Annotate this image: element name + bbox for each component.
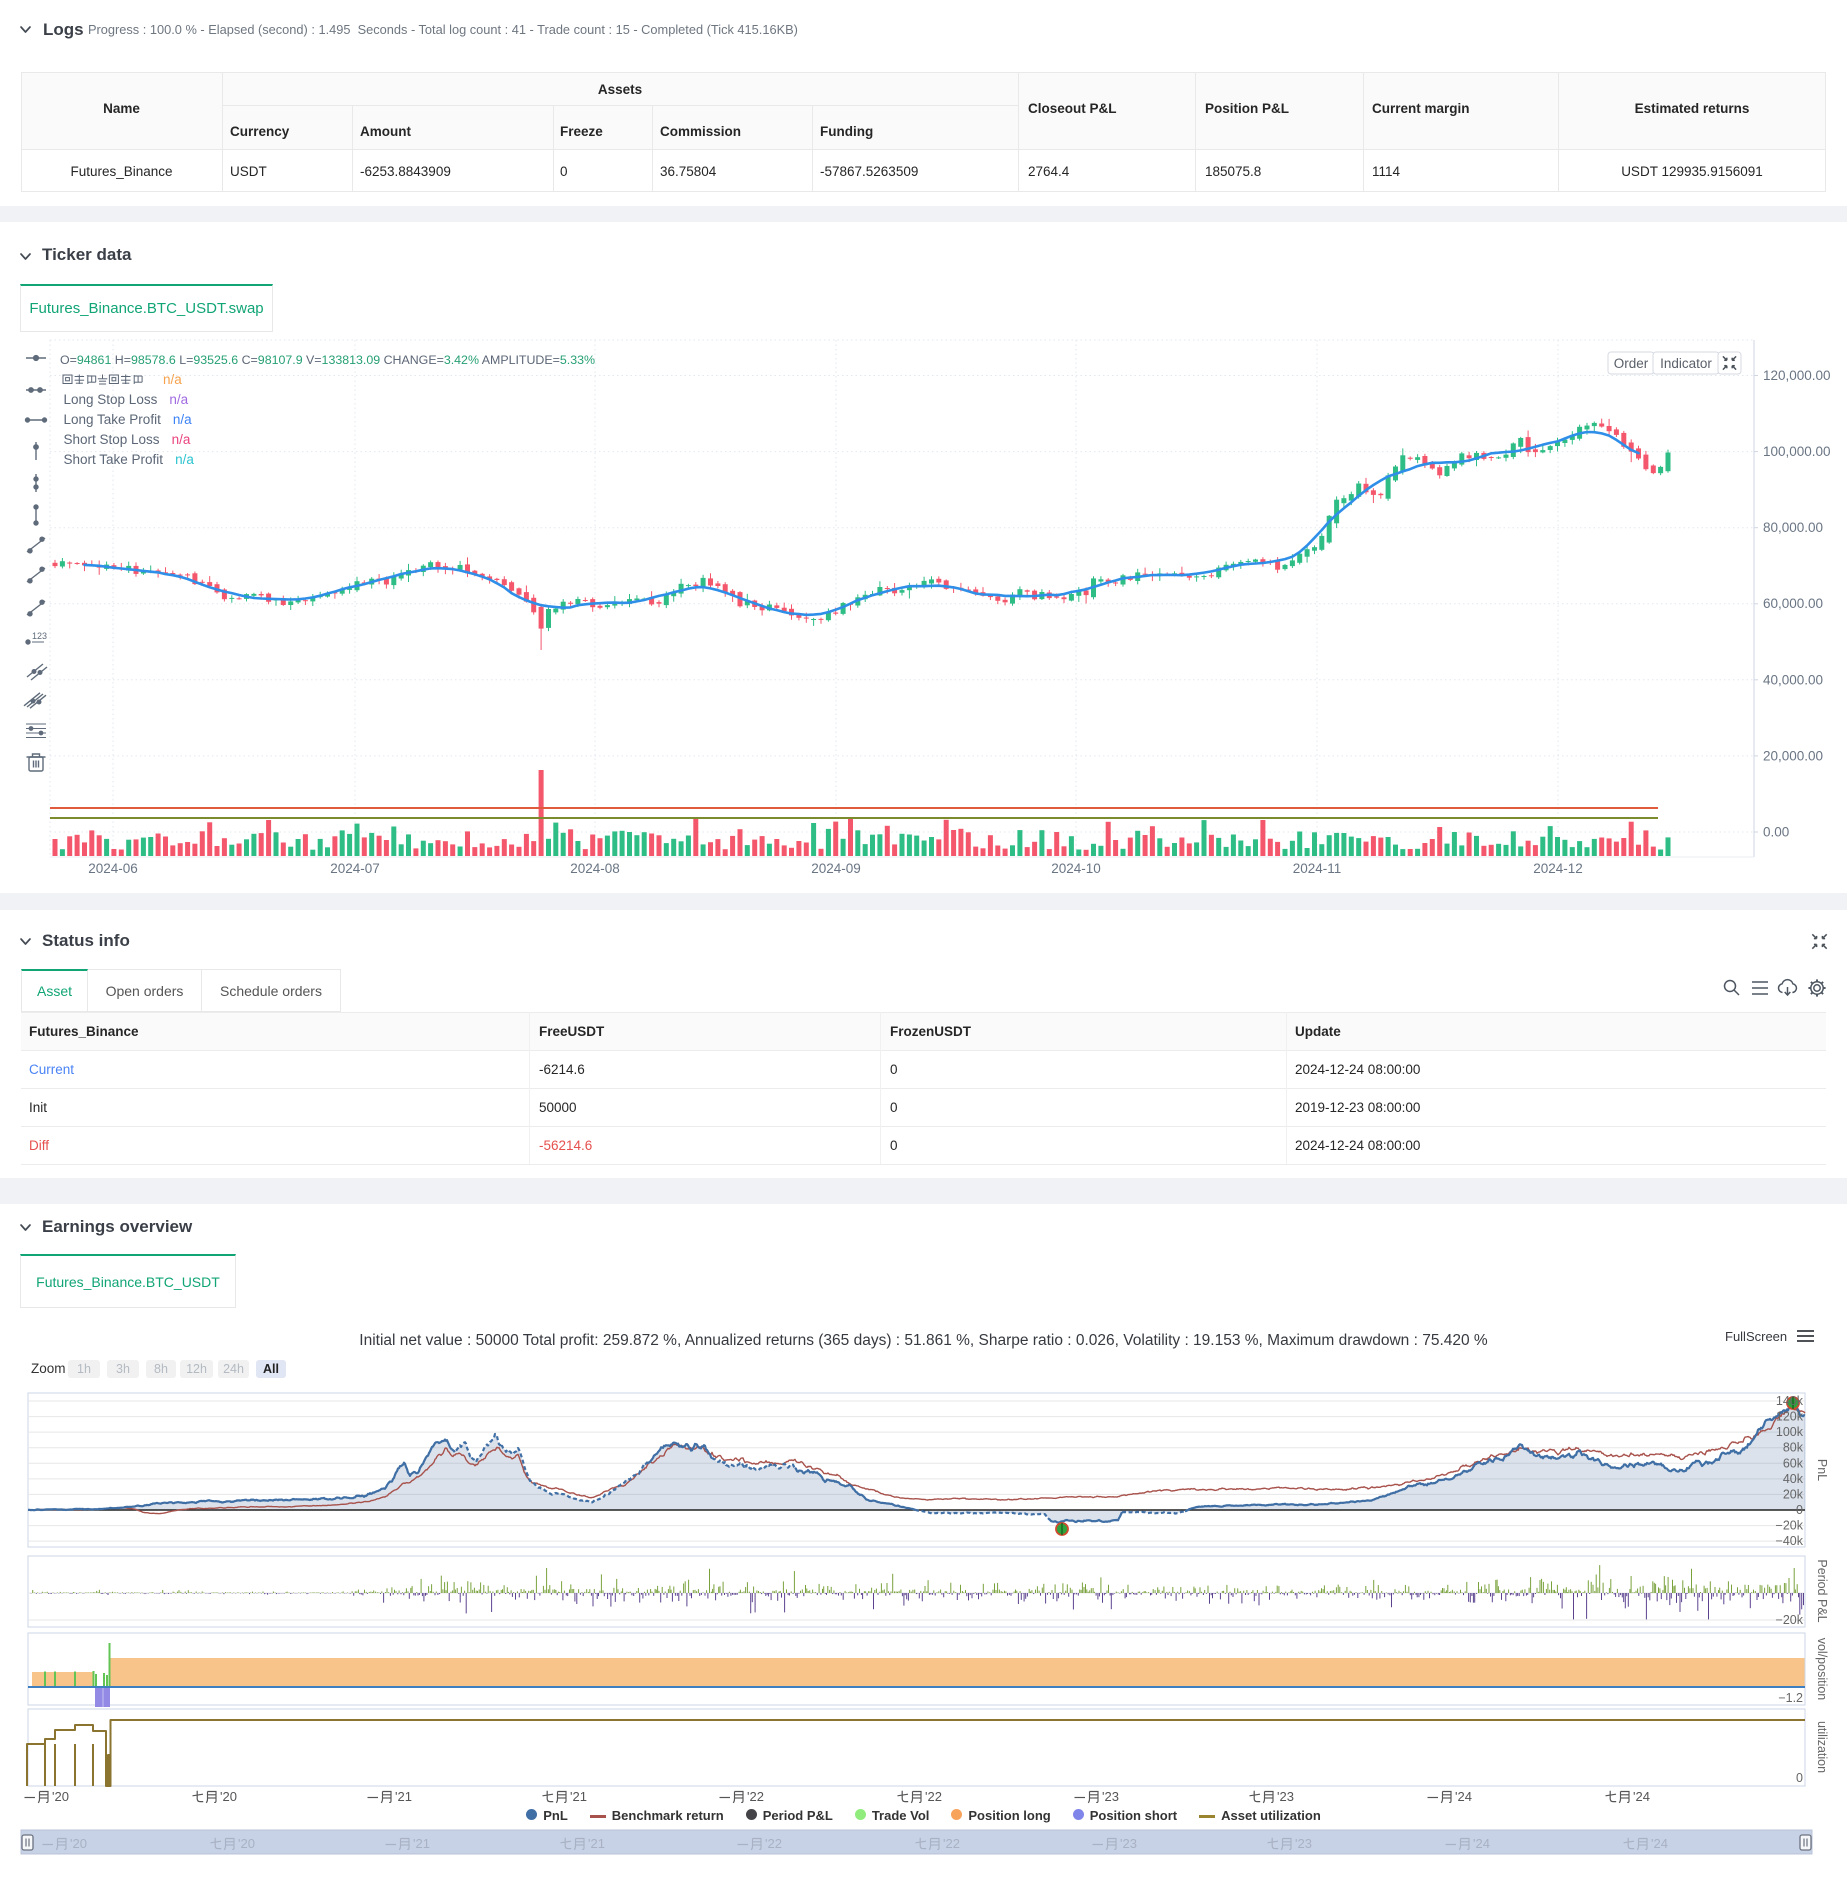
svg-text:'24: '24 [1633,1789,1650,1804]
svg-text:60,000.00: 60,000.00 [1763,596,1823,611]
svg-text:2024-10: 2024-10 [1051,861,1101,876]
svg-text:123: 123 [32,631,47,641]
svg-text:n/a: n/a [163,372,182,387]
svg-text:140k: 140k [1776,1394,1804,1408]
svg-text:'23: '23 [1277,1789,1294,1804]
svg-text:0.00: 0.00 [1763,825,1789,840]
svg-text:120,000.00: 120,000.00 [1763,368,1831,383]
svg-text:vol/position: vol/position [1815,1638,1829,1701]
svg-text:'20: '20 [238,1836,255,1851]
svg-text:'22: '22 [747,1789,764,1804]
svg-text:2024-11: 2024-11 [1293,861,1342,876]
svg-text:'21: '21 [395,1789,412,1804]
svg-text:2024-06: 2024-06 [88,861,138,876]
svg-text:80,000.00: 80,000.00 [1763,520,1823,535]
svg-text:'23: '23 [1295,1836,1312,1851]
svg-text:'20: '20 [70,1836,87,1851]
svg-text:20,000.00: 20,000.00 [1763,748,1823,763]
svg-text:40k: 40k [1783,1472,1804,1486]
svg-text:100k: 100k [1776,1425,1804,1439]
svg-text:'21: '21 [570,1789,587,1804]
svg-text:2024-09: 2024-09 [811,861,861,876]
svg-text:'24: '24 [1455,1789,1472,1804]
svg-text:−20k: −20k [1776,1519,1804,1533]
svg-text:'21: '21 [413,1836,430,1851]
svg-text:O=94861 H=98578.6 L=93525.6 C=: O=94861 H=98578.6 L=93525.6 C=98107.9 V=… [60,353,595,367]
svg-text:'23: '23 [1120,1836,1137,1851]
svg-text:'21: '21 [588,1836,605,1851]
svg-text:Period P&L: Period P&L [1815,1559,1829,1622]
svg-text:20k: 20k [1783,1487,1804,1501]
svg-text:−40k: −40k [1776,1534,1804,1548]
svg-text:−20k: −20k [1776,1613,1804,1627]
svg-text:'22: '22 [925,1789,942,1804]
svg-text:'24: '24 [1651,1836,1668,1851]
svg-text:utilization: utilization [1815,1721,1829,1773]
svg-text:2024-07: 2024-07 [330,861,380,876]
svg-text:2024-08: 2024-08 [570,861,620,876]
svg-text:Order: Order [1614,356,1649,371]
svg-text:'20: '20 [220,1789,237,1804]
svg-text:120k: 120k [1776,1410,1804,1424]
svg-text:Indicator: Indicator [1660,356,1712,371]
svg-text:−1.2: −1.2 [1778,1691,1803,1705]
svg-text:40,000.00: 40,000.00 [1763,672,1823,687]
svg-text:2024-12: 2024-12 [1533,861,1583,876]
svg-text:0: 0 [1796,1771,1803,1785]
svg-text:'20: '20 [52,1789,69,1804]
svg-text:80k: 80k [1783,1441,1804,1455]
svg-text:'23: '23 [1102,1789,1119,1804]
svg-text:60k: 60k [1783,1456,1804,1470]
svg-text:'22: '22 [943,1836,960,1851]
svg-text:100,000.00: 100,000.00 [1763,444,1831,459]
svg-text:PnL: PnL [1815,1459,1829,1481]
svg-text:'22: '22 [765,1836,782,1851]
svg-text:0: 0 [1796,1503,1803,1517]
svg-text:'24: '24 [1473,1836,1490,1851]
